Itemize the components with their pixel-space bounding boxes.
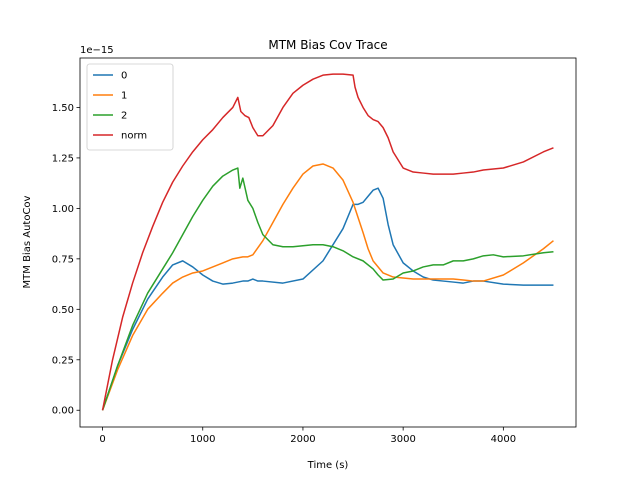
plot-frame — [79, 57, 577, 428]
x-axis-ticks: 0 1000 2000 3000 4000 — [99, 427, 516, 445]
y-tick-label: 0.75 — [52, 254, 74, 265]
x-tick-label: 0 — [99, 434, 105, 445]
chart-title: MTM Bias Cov Trace — [268, 38, 387, 52]
y-tick-label: 1.00 — [52, 204, 74, 215]
series-layer — [101, 73, 554, 411]
y-axis-label: MTM Bias AutoCov — [22, 195, 33, 288]
x-tick-label: 3000 — [390, 434, 415, 445]
y-tick-label: 0.25 — [52, 355, 74, 366]
series-line-norm — [101, 73, 554, 411]
y-tick-label: 1.25 — [52, 153, 74, 164]
x-tick-label: 2000 — [290, 434, 315, 445]
legend: 0 1 2 norm — [86, 63, 174, 151]
y-tick-label: 0.50 — [52, 305, 74, 316]
series-line-1 — [101, 163, 554, 411]
series-line-0 — [101, 187, 554, 411]
legend-label-2: 2 — [121, 111, 127, 122]
y-axis-offset-text: 1e−15 — [80, 45, 114, 56]
y-axis-ticks: 0.00 0.25 0.50 0.75 1.00 1.25 1.50 — [52, 103, 80, 417]
legend-box — [86, 63, 174, 151]
legend-label-norm: norm — [121, 131, 147, 142]
x-axis-label: Time (s) — [307, 460, 349, 471]
legend-label-1: 1 — [121, 91, 127, 102]
y-tick-label: 0.00 — [52, 406, 74, 417]
x-tick-label: 4000 — [491, 434, 516, 445]
legend-label-0: 0 — [121, 71, 127, 82]
series-line-2 — [101, 167, 554, 411]
y-tick-label: 1.50 — [52, 103, 74, 114]
x-tick-label: 1000 — [190, 434, 215, 445]
